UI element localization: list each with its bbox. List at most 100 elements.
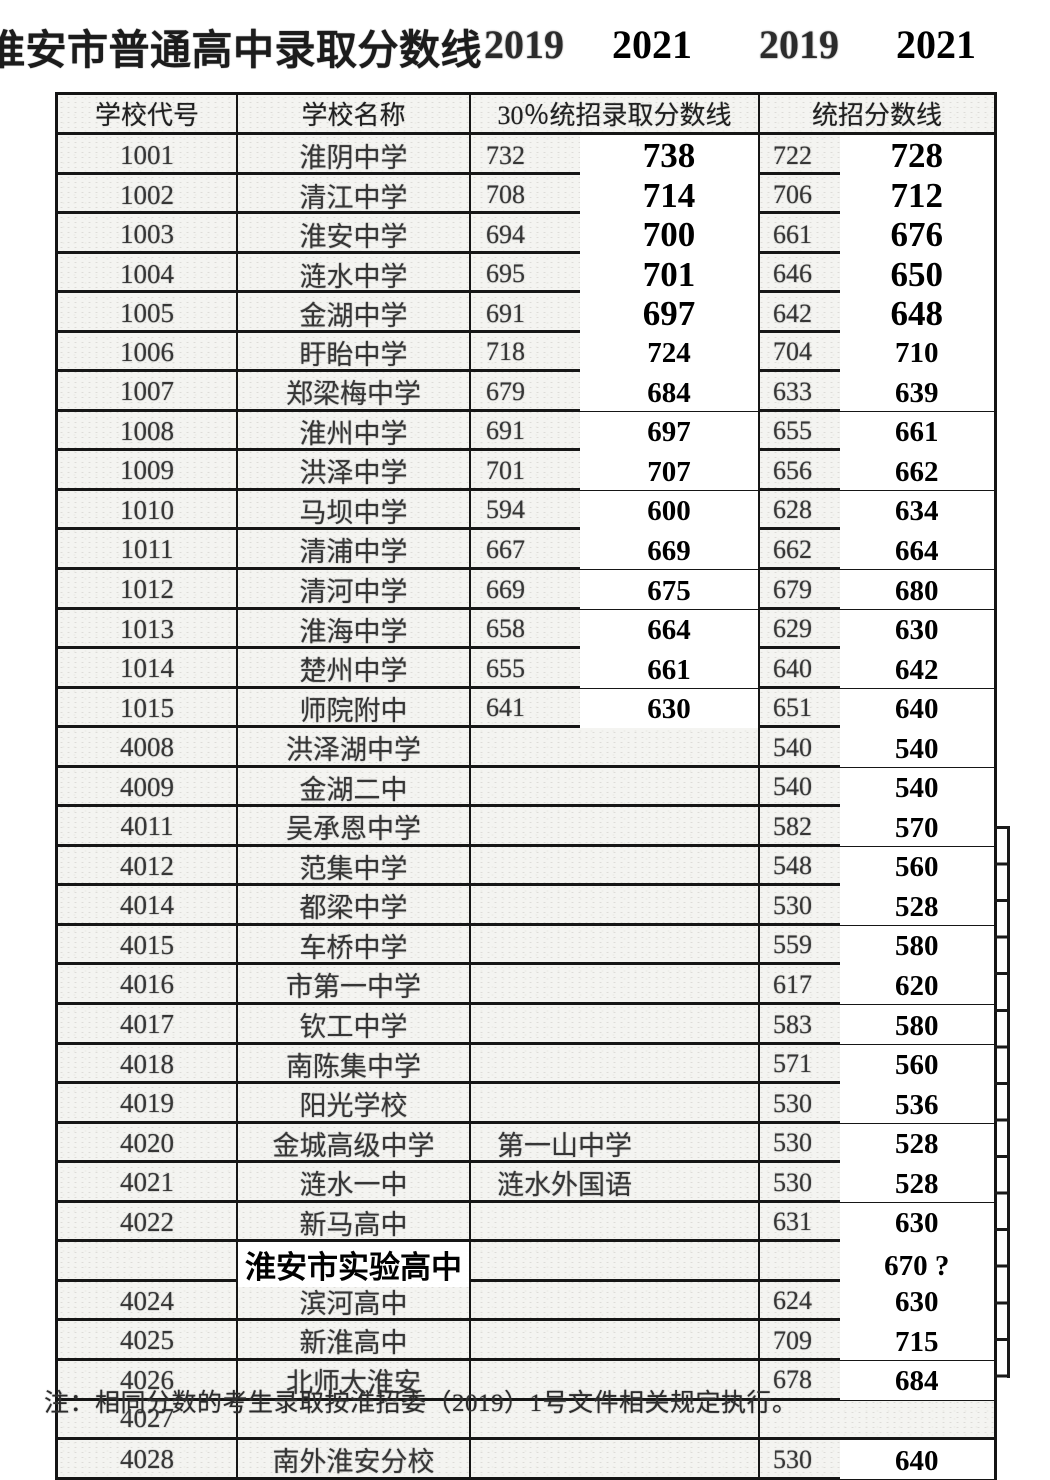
score-30pct-cell: 691 697	[471, 411, 760, 451]
score-2021-value: 728	[839, 135, 994, 176]
school-name-cell: 洪泽中学	[238, 451, 471, 491]
table-row: 4009 金湖二中 540 540	[58, 764, 994, 807]
school-name: 范集中学	[299, 853, 408, 884]
score-2021-value: 630	[580, 688, 758, 728]
score-2021-value: 669	[580, 530, 758, 570]
school-code: 1010	[120, 494, 174, 525]
school-code-cell: 4024	[58, 1281, 238, 1321]
score-30pct-cell: 655 661	[471, 649, 760, 689]
table-row: 1002 清江中学 708 714 706 712	[58, 171, 994, 216]
school-name-cell: 南外淮安分校	[238, 1440, 471, 1480]
score-2021-value: 712	[839, 174, 994, 216]
score-30pct-cell	[471, 807, 760, 847]
school-code-cell: 1004	[58, 253, 238, 295]
score-unified-cell: 706 712	[760, 174, 994, 216]
score-2021-value: 680	[839, 570, 994, 610]
school-name: 淮安市实验高中	[245, 1250, 462, 1286]
score-2019-value: 530	[773, 1167, 812, 1197]
school-code: 1007	[120, 376, 174, 407]
school-code: 4012	[120, 850, 174, 881]
table-row: 1014 楚州中学 655 661 640 642	[58, 646, 994, 689]
table-row: 1006 盱眙中学 718 724 704 710	[58, 329, 994, 372]
score-2019-value: 662	[773, 534, 812, 564]
score-2021-value: 580	[839, 1005, 994, 1045]
header-school-code: 学校代号	[58, 95, 238, 132]
score-2019-value: 669	[486, 574, 525, 604]
table-row: 1009 洪泽中学 701 707 656 662	[58, 448, 994, 491]
school-code: 4028	[120, 1444, 174, 1475]
score-30pct-cell	[471, 1044, 760, 1084]
school-code: 4009	[120, 771, 174, 802]
school-code-cell: 4028	[58, 1440, 238, 1480]
school-name: 南陈集中学	[286, 1051, 421, 1082]
school-code-cell: 1002	[58, 174, 238, 216]
score-30pct-cell: 718 724	[471, 332, 760, 372]
school-code: 1008	[120, 415, 174, 446]
school-code: 4014	[120, 890, 174, 921]
score-2021-value: 707	[580, 451, 758, 491]
table-row: 4014 都梁中学 530 528	[58, 883, 994, 926]
score-2019-value: 633	[773, 376, 812, 406]
school-name-cell	[238, 1400, 471, 1438]
score-30pct-cell	[471, 846, 760, 886]
score-2019-value: 694	[486, 219, 525, 249]
table-body: 1001 淮阴中学 732 738 722 728 1002 清江中学 708 714 706 712…	[58, 132, 994, 1480]
school-name: 涟水一中	[299, 1170, 408, 1201]
score-2019-value: 617	[773, 969, 812, 999]
school-name-cell: 市第一中学	[238, 965, 471, 1005]
score-30pct-cell	[471, 1440, 760, 1480]
table-row: 1003 淮安中学 694 700 661 676	[58, 211, 994, 256]
school-name: 新淮高中	[299, 1328, 408, 1359]
alt-school-name: 涟水外国语	[497, 1170, 632, 1201]
school-name-cell: 淮阴中学	[238, 135, 471, 176]
score-2021-value: 662	[839, 451, 994, 491]
school-name-cell: 楚州中学	[238, 649, 471, 689]
score-30pct-cell: 594 600	[471, 490, 760, 530]
score-unified-cell: 571 560	[760, 1044, 994, 1084]
school-code-cell: 4022	[58, 1202, 238, 1242]
score-2021-value: 714	[580, 174, 758, 216]
score-30pct-cell	[471, 728, 760, 768]
header-school-name: 学校名称	[238, 95, 471, 132]
score-2021-value: 634	[839, 490, 994, 530]
score-2021-value: 684	[580, 372, 758, 412]
score-2019-value: 530	[773, 1444, 812, 1474]
school-name-cell: 都梁中学	[238, 886, 471, 926]
school-name: 吴承恩中学	[286, 814, 421, 845]
school-name: 涟水中学	[299, 261, 408, 292]
table-row: 4017 钦工中学 583 580	[58, 1002, 994, 1045]
school-code: 4008	[120, 732, 174, 763]
table-row: 4011 吴承恩中学 582 570	[58, 804, 994, 847]
table-row: 1005 金湖中学 691 697 642 648	[58, 290, 994, 335]
score-2019-value: 678	[773, 1365, 812, 1395]
school-name-cell: 北师大淮安	[238, 1360, 471, 1400]
school-name-cell: 钦工中学	[238, 1005, 471, 1045]
score-30pct-cell: 第一山中学	[471, 1123, 760, 1163]
school-name-cell: 马坝中学	[238, 490, 471, 530]
school-code-cell: 4014	[58, 886, 238, 926]
score-unified-cell: 530 536	[760, 1084, 994, 1124]
school-code-cell	[58, 1242, 238, 1288]
score-2019-value: 548	[773, 851, 812, 881]
school-code-cell: 4019	[58, 1084, 238, 1124]
score-2021-value: 684	[839, 1360, 994, 1400]
score-2019-value: 656	[773, 455, 812, 485]
school-name-cell: 淮州中学	[238, 411, 471, 451]
score-2019-value: 640	[773, 653, 812, 683]
school-name-cell: 金湖中学	[238, 293, 471, 335]
table-row: 4019 阳光学校 530 536	[58, 1081, 994, 1124]
table-row: 1011 清浦中学 667 669 662 664	[58, 527, 994, 570]
school-name: 都梁中学	[299, 893, 408, 924]
score-30pct-cell	[471, 925, 760, 965]
score-2021-value: 670 ?	[839, 1242, 994, 1288]
year-label-2019-b: 2019	[759, 22, 839, 67]
school-code-cell: 4017	[58, 1005, 238, 1045]
score-2021-value: 630	[839, 1202, 994, 1242]
table-row: 4027	[58, 1397, 994, 1438]
school-name: 郑梁梅中学	[286, 379, 421, 410]
table-row: 4015 车桥中学 559 580	[58, 922, 994, 965]
school-code-cell: 4026	[58, 1360, 238, 1400]
score-2019-value: 732	[486, 140, 525, 170]
score-2021-value: 724	[580, 332, 758, 372]
school-name-cell: 淮海中学	[238, 609, 471, 649]
